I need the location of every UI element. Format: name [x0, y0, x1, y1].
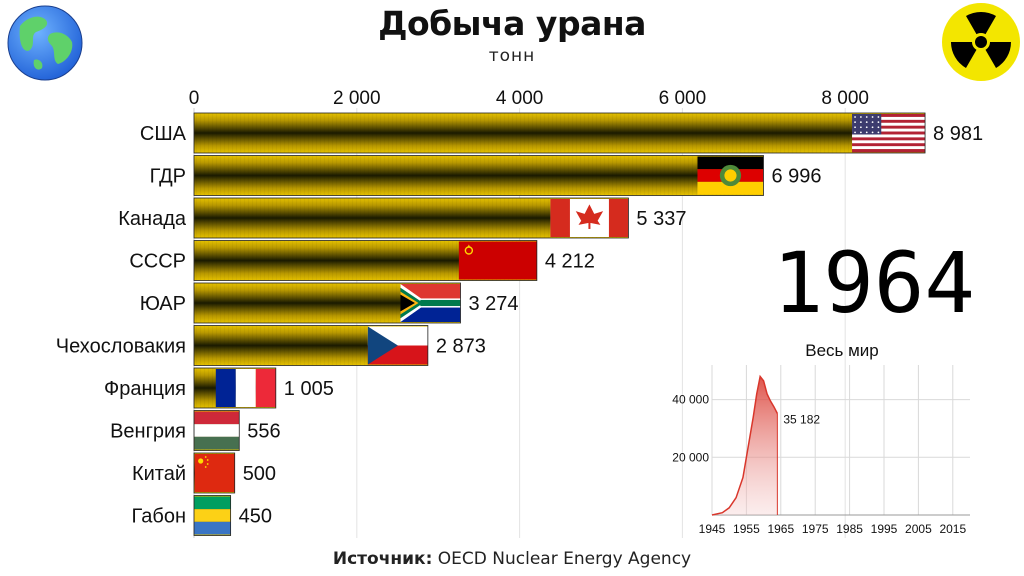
category-label: СССР	[129, 251, 186, 273]
category-label: ГДР	[150, 166, 186, 188]
flag-china-icon	[194, 454, 235, 492]
x-tick-label: 2 000	[333, 88, 381, 109]
value-label: 4 212	[545, 251, 595, 273]
inset-line	[711, 374, 779, 516]
bar-outline	[193, 112, 926, 154]
inset-x-tick-label: 1995	[871, 522, 898, 536]
inset-last-value: 35 182	[783, 413, 820, 427]
year-label: 1964	[773, 234, 975, 332]
flag-ussr-icon	[458, 241, 537, 280]
bar-outline	[193, 155, 764, 196]
globe-icon	[7, 5, 83, 81]
bar-outline	[193, 282, 461, 324]
value-label: 1 005	[284, 378, 334, 400]
source-text: OECD Nuclear Energy Agency	[437, 549, 692, 569]
inset-y-tick-label: 20 000	[672, 450, 709, 464]
chart-subtitle: тонн	[488, 46, 536, 66]
value-label: 6 996	[771, 166, 821, 188]
value-label: 2 873	[436, 336, 486, 358]
x-tick-label: 6 000	[659, 88, 707, 109]
category-label: Канада	[118, 208, 187, 230]
x-tick-label: 8 000	[821, 88, 869, 109]
flag-south-africa-icon	[400, 284, 461, 322]
inset-x-tick-label: 2005	[905, 522, 932, 536]
value-label: 8 981	[933, 123, 983, 145]
x-tick-label: 4 000	[496, 88, 544, 109]
flag-hungary-icon	[194, 411, 240, 450]
category-label: Габон	[132, 506, 186, 528]
source-line: Источник: OECD Nuclear Energy Agency	[0, 549, 1024, 569]
flag-france-icon	[215, 369, 276, 407]
bar-outline	[193, 452, 236, 494]
bar-outline	[193, 495, 232, 536]
inset-y-tick-label: 40 000	[672, 393, 709, 407]
radiation-icon	[941, 2, 1021, 82]
inset-title: Весь мир	[805, 341, 879, 360]
bar-texture	[194, 113, 926, 153]
inset-x-tick-label: 1945	[699, 522, 726, 536]
value-label: 3 274	[469, 293, 519, 315]
bar-outline	[193, 325, 429, 366]
value-label: 450	[239, 506, 272, 528]
category-label: Китай	[132, 463, 186, 485]
flag-usa-icon	[852, 114, 926, 153]
inset-x-tick-label: 1985	[836, 522, 863, 536]
category-label: Венгрия	[110, 421, 186, 443]
category-label: Чехословакия	[56, 336, 186, 358]
flag-gabon-icon	[194, 496, 231, 535]
inset-x-tick-label: 1975	[802, 522, 829, 536]
source-label: Источник:	[332, 549, 433, 569]
bar-outline	[193, 197, 629, 239]
value-label: 500	[243, 463, 276, 485]
chart-title: Добыча урана	[378, 4, 646, 43]
x-tick-label: 0	[189, 88, 200, 109]
category-label: Франция	[104, 378, 186, 400]
bar-outline	[193, 240, 538, 281]
flag-gdr-icon	[697, 156, 764, 195]
flag-czechoslovakia-icon	[367, 326, 428, 365]
inset-area	[712, 376, 778, 515]
inset-x-tick-label: 1955	[733, 522, 760, 536]
value-label: 556	[247, 421, 280, 443]
bar-outline	[193, 410, 240, 451]
category-label: США	[140, 123, 187, 145]
value-label: 5 337	[636, 208, 686, 230]
bar-outline	[193, 367, 277, 409]
inset-x-tick-label: 1965	[767, 522, 794, 536]
flag-canada-icon	[550, 199, 629, 237]
bar-texture	[194, 155, 764, 196]
inset-x-tick-label: 2015	[939, 522, 966, 536]
category-label: ЮАР	[140, 293, 186, 315]
